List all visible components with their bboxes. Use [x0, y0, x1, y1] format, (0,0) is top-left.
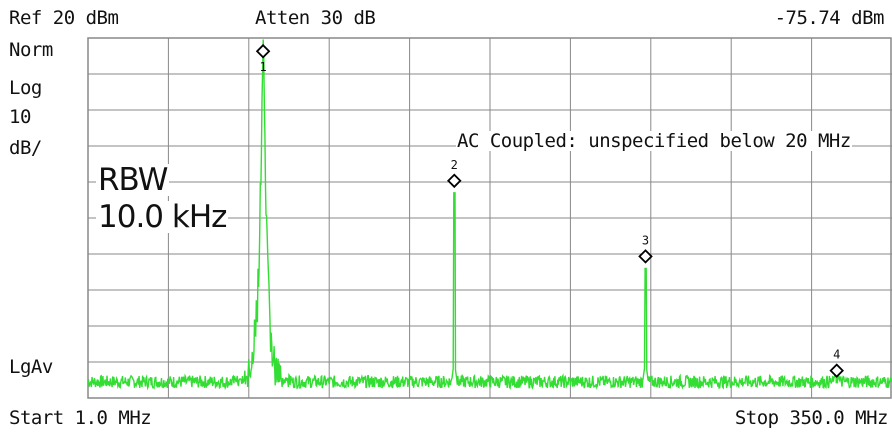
peak-marker: 3	[638, 233, 653, 264]
start-frequency: Start 1.0 MHz	[9, 407, 152, 429]
peak-markers: 1 2 3 4	[255, 43, 844, 378]
marker-diamond-icon	[829, 363, 844, 378]
scale-mode: Norm	[9, 39, 53, 61]
marker-diamond-icon	[638, 249, 653, 264]
scale-unit: dB/	[9, 137, 42, 159]
ac-coupling-annotation: AC Coupled: unspecified below 20 MHz	[456, 130, 852, 152]
averaging-mode: LgAv	[9, 356, 53, 378]
marker-number: 3	[642, 233, 649, 247]
marker-diamond-icon	[255, 43, 271, 59]
stop-frequency: Stop 350.0 MHz	[734, 407, 889, 429]
peak-marker: 1	[255, 43, 271, 74]
rbw-value: 10.0 kHz	[96, 199, 229, 235]
rbw-label: RBW	[96, 162, 170, 198]
peak-marker: 4	[829, 348, 844, 378]
marker-number: 1	[259, 60, 266, 74]
scale-type: Log	[9, 77, 42, 99]
marker-diamond-icon	[447, 173, 462, 189]
marker-number: 4	[833, 348, 840, 362]
attenuation-readout: Atten 30 dB	[255, 7, 376, 29]
marker-amplitude-readout: -75.74 dBm	[774, 7, 885, 29]
spectrum-trace	[87, 39, 892, 391]
scale-value: 10	[9, 106, 31, 128]
spectrum-trace-group	[87, 39, 892, 391]
marker-number: 2	[451, 158, 458, 172]
peak-marker: 2	[447, 158, 462, 189]
reference-level: Ref 20 dBm	[9, 7, 119, 29]
